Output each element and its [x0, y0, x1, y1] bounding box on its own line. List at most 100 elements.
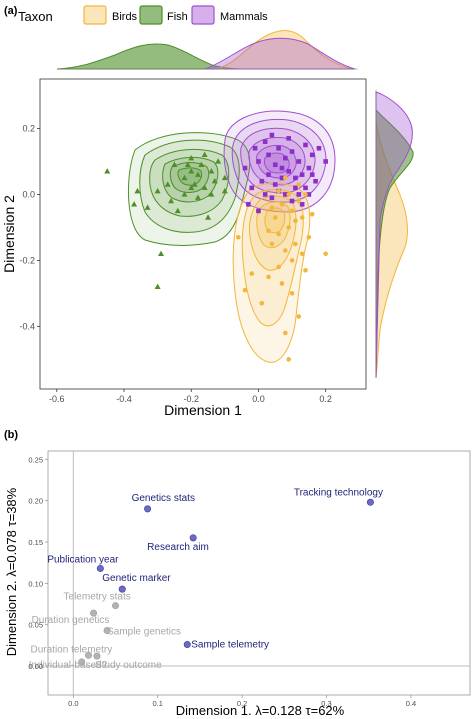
point-mammals-18 — [286, 169, 292, 174]
point-birds-27 — [323, 251, 328, 257]
point-label-genetic-marker: Genetic marker — [102, 573, 171, 584]
point-fish-10 — [198, 161, 205, 167]
y-tick-label-a-2: -0.2 — [19, 255, 35, 265]
point-mammals-2 — [262, 139, 268, 144]
point-birds-32 — [303, 192, 308, 197]
x-tick-label-b-0: 0.0 — [68, 699, 78, 708]
plot-b-frame — [47, 450, 471, 696]
point-fish-13 — [181, 191, 188, 197]
point-birds-8 — [283, 248, 288, 253]
point-birds-7 — [269, 241, 275, 247]
point-birds-25 — [259, 300, 265, 306]
x-tick-label-b-4: 0.4 — [406, 699, 416, 708]
plot-a-y-label: Dimension 2 — [1, 195, 17, 273]
point-fish-18 — [211, 178, 218, 184]
point-label-sample-genetics: Sample genetics — [107, 626, 181, 637]
point-birds-22 — [289, 291, 295, 296]
x-tick-label-a-2: -0.2 — [183, 394, 199, 404]
point-fish-1 — [134, 187, 141, 194]
point-fish-12 — [208, 191, 215, 197]
legend: Taxon Birds Fish Mammals — [18, 5, 268, 25]
y-tick-label-a-3: -0.4 — [19, 321, 35, 331]
x-tick-label-a-1: -0.4 — [116, 394, 132, 404]
point-mammals-34 — [256, 208, 261, 214]
x-tick-label-a-4: 0.2 — [319, 394, 332, 404]
point-label-publication-year: Publication year — [47, 554, 119, 565]
y-tick-label-b-2: 0.15 — [28, 538, 43, 547]
point-birds-16 — [266, 228, 271, 234]
point-label-genetics-stats: Genetics stats — [132, 493, 195, 504]
point-mammals-0 — [252, 145, 258, 151]
point-birds-30 — [235, 234, 241, 240]
point-mammals-20 — [296, 192, 302, 197]
point-individual-based — [78, 658, 86, 666]
point-fish-16 — [201, 151, 208, 158]
point-genetic-marker — [118, 585, 126, 593]
point-label-sample-telemetry: Sample telemetry — [191, 640, 269, 651]
point-research-aim — [189, 534, 197, 542]
point-mammals-26 — [289, 198, 295, 204]
point-mammals-8 — [289, 149, 295, 154]
point-fish-4 — [144, 204, 151, 210]
y-tick-label-a-0: 0.2 — [22, 123, 35, 133]
point-mammals-23 — [269, 195, 275, 201]
point-fish-5 — [168, 197, 175, 204]
points-b: Tracking technology Genetics stats Researc… — [29, 487, 383, 671]
legend-item-birds: Birds — [83, 5, 138, 25]
point-fish-25 — [184, 161, 191, 167]
point-mammals-15 — [266, 172, 271, 177]
point-mammals-33 — [246, 202, 251, 207]
point-fish-23 — [157, 250, 164, 256]
panel-b-label: (b) — [4, 429, 18, 441]
point-fish-3 — [154, 187, 161, 194]
point-label-telemetry-stats: Telemetry stats — [64, 592, 131, 603]
point-fish-24 — [154, 283, 161, 289]
point-fish-20 — [194, 194, 201, 200]
point-birds-23 — [283, 330, 288, 336]
point-duration-genetics — [90, 609, 98, 617]
point-genetics-stats — [144, 505, 152, 513]
point-sample-telemetry — [183, 641, 191, 649]
right-marginal-density — [375, 90, 414, 379]
point-mammals-16 — [272, 182, 278, 187]
point-study-outcome — [93, 652, 101, 660]
point-birds-10 — [276, 264, 281, 270]
point-fish-22 — [205, 214, 212, 220]
top-marginal-density — [56, 30, 358, 70]
point-mammals-14 — [313, 178, 318, 184]
point-duration-telemetry — [85, 651, 93, 659]
point-mammals-39 — [309, 172, 315, 177]
point-mammals-9 — [296, 159, 302, 164]
point-birds-0 — [283, 175, 288, 181]
plot-b-y-label: Dimension 2. λ=0.078 τ=38% — [4, 487, 19, 656]
point-mammals-4 — [272, 162, 278, 168]
axes-b: 0.0 0.1 0.2 0.3 0.4 0.25 0.20 0.15 0.10 0.05 0.00 — [28, 455, 416, 708]
point-birds-33 — [276, 188, 281, 194]
point-fish-2 — [131, 201, 138, 207]
point-mammals-38 — [306, 192, 312, 197]
point-mammals-25 — [283, 192, 288, 197]
point-birds-15 — [272, 215, 278, 220]
x-tick-label-a-3: 0.0 — [252, 394, 265, 404]
point-fish-26 — [194, 171, 201, 177]
top-density-birds — [214, 30, 353, 70]
y-tick-label-b-1: 0.20 — [28, 497, 43, 506]
legend-label-mammals: Mammals — [220, 11, 268, 23]
point-mammals-36 — [279, 165, 285, 171]
y-tick-label-a-1: 0.0 — [22, 189, 35, 199]
x-tick-label-b-1: 0.1 — [153, 699, 163, 708]
legend-label-fish: Fish — [167, 11, 188, 23]
top-density-fish — [56, 43, 241, 70]
point-mammals-1 — [256, 159, 261, 164]
point-mammals-12 — [306, 165, 312, 171]
point-fish-6 — [164, 181, 171, 187]
point-birds-5 — [286, 225, 292, 230]
point-birds-17 — [306, 234, 312, 240]
point-label-tracking-technology: Tracking technology — [294, 487, 383, 498]
point-fish-17 — [215, 158, 222, 164]
point-birds-24 — [286, 357, 292, 362]
legend-title: Taxon — [18, 9, 53, 24]
panel-a-label: (a) — [4, 5, 18, 17]
point-sample-genetics — [103, 626, 111, 634]
legend-item-fish: Fish — [139, 5, 188, 25]
